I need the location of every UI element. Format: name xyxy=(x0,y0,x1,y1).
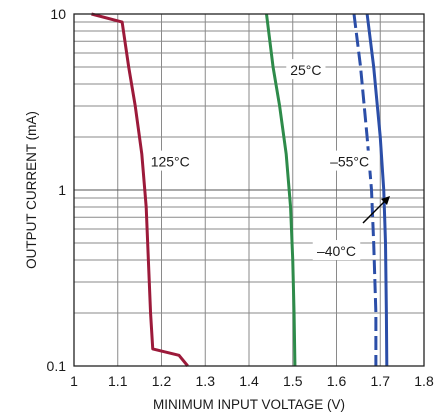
arrow-line xyxy=(362,197,389,224)
x-tick-label: 1 xyxy=(70,373,78,389)
y-tick-labels: 0.1 1 10 xyxy=(47,6,67,374)
x-tick-label: 1.8 xyxy=(414,373,434,389)
annotation-label: 25°C xyxy=(290,62,321,78)
x-tick-label: 1.6 xyxy=(327,373,347,389)
series-line xyxy=(91,12,189,367)
series-line xyxy=(365,13,389,367)
x-axis-title: MINIMUM INPUT VOLTAGE (V) xyxy=(153,397,345,412)
annotation-bg xyxy=(312,240,361,261)
x-tick-labels: 1 1.1 1.2 1.3 1.4 1.5 1.6 1.7 1.8 xyxy=(70,373,434,389)
y-tick-label: 1 xyxy=(58,182,66,198)
y-tick-label: 0.1 xyxy=(47,358,67,374)
series-line xyxy=(265,13,297,367)
series-line xyxy=(352,13,378,366)
x-tick-label: 1.3 xyxy=(196,373,216,389)
x-tick-label: 1.5 xyxy=(283,373,303,389)
y-axis-title: OUTPUT CURRENT (mA) xyxy=(24,111,39,269)
annotation-label: –55°C xyxy=(330,154,369,170)
x-tick-label: 1.7 xyxy=(371,373,391,389)
annotation-label: 125°C xyxy=(151,154,190,170)
x-tick-label: 1.1 xyxy=(108,373,128,389)
series-lines xyxy=(91,12,389,367)
annotations: 125°C 25°C –55°C –40°C xyxy=(146,59,374,261)
annotation-bg xyxy=(325,150,374,171)
annotation-bg xyxy=(286,59,326,80)
x-tick-label: 1.2 xyxy=(152,373,172,389)
y-tick-label: 10 xyxy=(50,6,66,22)
arrow-head xyxy=(381,196,390,205)
plot-frame xyxy=(73,13,425,367)
annotation-bg xyxy=(146,150,194,171)
annotation-label: –40°C xyxy=(317,243,356,259)
x-tick-label: 1.4 xyxy=(239,373,259,389)
